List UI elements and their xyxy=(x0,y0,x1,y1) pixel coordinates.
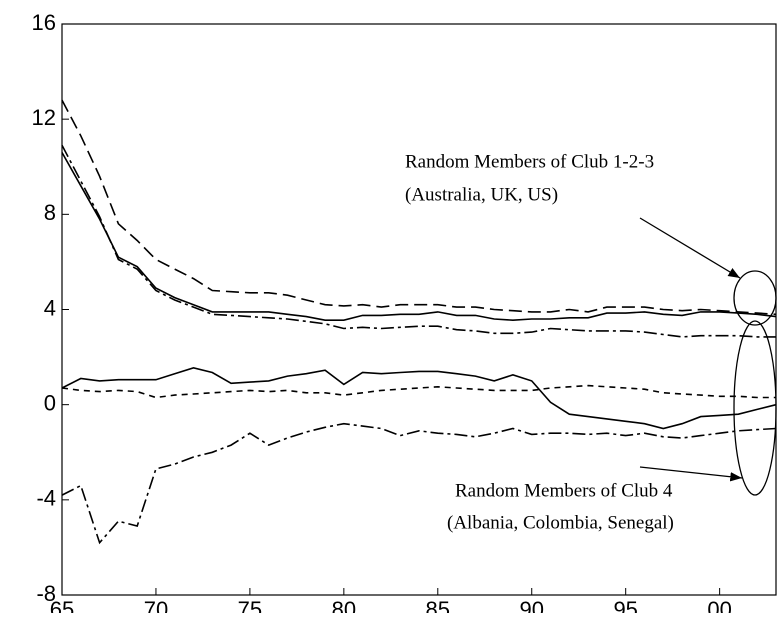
arrow xyxy=(639,466,743,482)
line-series xyxy=(61,384,776,399)
x-tick-label: 70 xyxy=(144,597,168,613)
y-tick-label: 16 xyxy=(32,10,56,35)
line-series xyxy=(61,422,777,545)
y-tick-label: 12 xyxy=(32,105,56,130)
x-tick-label: 75 xyxy=(238,597,262,613)
y-tick-label: 0 xyxy=(44,390,56,415)
line-series xyxy=(61,144,776,338)
line-series xyxy=(61,152,777,322)
y-tick-label: 4 xyxy=(44,295,56,320)
x-tick-label: 65 xyxy=(50,597,74,613)
y-tick-label: -4 xyxy=(36,486,56,511)
x-tick-label: 00 xyxy=(707,597,731,613)
annotation: Random Members of Club 1-2-3 xyxy=(405,151,654,172)
x-tick-label: 80 xyxy=(332,597,356,613)
line-series xyxy=(61,366,777,430)
annotation: (Australia, UK, US) xyxy=(405,184,558,205)
line-series xyxy=(61,99,777,316)
annotation: (Albania, Colombia, Senegal) xyxy=(447,512,674,533)
highlight-ellipse xyxy=(733,270,777,326)
x-tick-label: 85 xyxy=(426,597,450,613)
x-tick-label: 95 xyxy=(613,597,637,613)
y-tick-label: -8 xyxy=(36,581,56,606)
annotation: Random Members of Club 4 xyxy=(455,480,673,501)
arrow xyxy=(639,217,741,279)
x-tick-label: 90 xyxy=(519,597,543,613)
highlight-ellipse xyxy=(733,320,777,496)
y-tick-label: 8 xyxy=(44,200,56,225)
